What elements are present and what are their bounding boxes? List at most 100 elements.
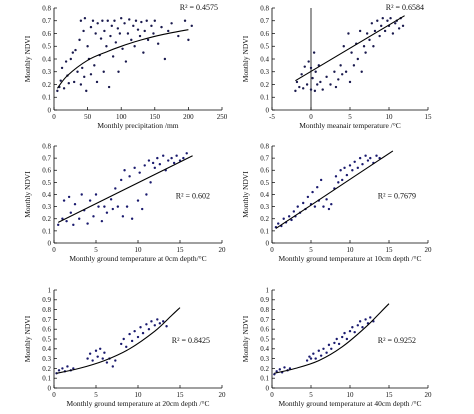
x-tick-label: 150 xyxy=(150,113,161,121)
data-point xyxy=(337,342,341,346)
data-point xyxy=(99,347,102,350)
data-point xyxy=(156,42,160,45)
data-point xyxy=(305,359,309,362)
data-point xyxy=(56,89,59,93)
data-point xyxy=(124,60,128,63)
data-point xyxy=(83,75,86,79)
x-axis-title: Monthly ground temperature at 20cm depth… xyxy=(67,399,210,408)
data-point xyxy=(80,193,83,196)
data-point xyxy=(141,331,145,335)
y-tick-label: 1 xyxy=(48,286,52,294)
data-point xyxy=(375,154,378,157)
y-tick-label: 0.8 xyxy=(260,142,269,150)
data-point xyxy=(364,154,367,157)
data-point xyxy=(133,329,136,333)
data-point xyxy=(327,207,331,211)
data-point xyxy=(309,88,313,91)
y-tick-label: 0.2 xyxy=(260,365,269,373)
x-tick-label: 5 xyxy=(309,246,313,254)
data-point xyxy=(277,222,280,225)
data-point xyxy=(366,159,370,162)
data-point xyxy=(89,73,93,76)
y-tick-label: 0.7 xyxy=(260,155,269,163)
x-tick-label: 20 xyxy=(219,391,227,399)
data-point xyxy=(153,166,156,170)
y-tick-label: 0.5 xyxy=(260,179,269,187)
y-tick-label: 0.4 xyxy=(42,191,51,199)
data-point xyxy=(105,361,109,364)
data-point xyxy=(348,329,352,333)
data-point xyxy=(341,178,344,182)
data-point xyxy=(128,332,131,336)
data-point xyxy=(383,29,387,33)
y-tick-label: 0.3 xyxy=(260,68,269,76)
data-point xyxy=(147,328,151,331)
y-tick-label: 0.8 xyxy=(42,306,51,314)
data-point xyxy=(162,320,165,323)
data-point xyxy=(95,80,99,84)
data-point xyxy=(329,83,332,86)
y-axis-title: Monthly NDVI xyxy=(241,171,250,218)
y-tick-label: 0.2 xyxy=(42,215,51,223)
data-point xyxy=(187,38,190,42)
data-point xyxy=(93,64,96,67)
r-squared-label: R² = 0.6584 xyxy=(386,3,424,12)
y-tick-label: 0.3 xyxy=(42,203,51,211)
data-point xyxy=(125,345,128,349)
data-point xyxy=(364,318,367,321)
data-point xyxy=(380,24,383,28)
y-tick-label: 0.7 xyxy=(260,316,269,324)
data-point xyxy=(62,87,66,90)
data-point xyxy=(353,330,356,334)
data-point xyxy=(145,323,148,326)
data-point xyxy=(321,88,324,91)
y-tick-label: 1 xyxy=(266,286,270,294)
data-point xyxy=(333,341,336,345)
data-point xyxy=(292,210,296,213)
data-point xyxy=(368,38,371,42)
data-point xyxy=(143,29,146,33)
y-tick-label: 0.7 xyxy=(42,316,51,324)
data-point xyxy=(358,29,362,33)
data-point xyxy=(376,19,379,22)
data-point xyxy=(339,64,342,67)
data-point xyxy=(72,80,76,84)
data-point xyxy=(96,355,99,358)
data-point xyxy=(79,83,83,86)
data-point xyxy=(109,198,113,201)
data-point xyxy=(72,223,75,227)
data-point xyxy=(120,178,123,182)
data-point xyxy=(114,359,117,362)
data-point xyxy=(71,51,75,54)
data-point xyxy=(343,166,346,170)
data-point xyxy=(128,18,131,21)
data-point xyxy=(170,22,173,25)
y-axis-title: Monthly NDVI xyxy=(241,315,250,362)
data-point xyxy=(122,337,125,341)
data-point xyxy=(83,17,87,20)
x-tick-label: 20 xyxy=(219,246,227,254)
data-point xyxy=(134,19,138,22)
trend-line xyxy=(56,29,189,89)
data-point xyxy=(165,325,168,328)
x-tick-label: 10 xyxy=(135,246,143,254)
data-point xyxy=(91,359,94,362)
y-tick-label: 0 xyxy=(266,239,270,247)
data-point xyxy=(67,82,70,85)
data-point xyxy=(132,24,135,28)
data-point xyxy=(327,343,331,347)
data-point xyxy=(102,70,105,73)
data-point xyxy=(158,322,162,325)
data-point xyxy=(330,347,333,350)
data-point xyxy=(76,70,79,73)
data-point xyxy=(143,164,146,167)
data-point xyxy=(300,73,303,76)
data-point xyxy=(121,215,125,218)
data-point xyxy=(158,162,162,166)
x-tick-label: 5 xyxy=(94,391,98,399)
y-tick-label: 0.7 xyxy=(42,17,51,25)
data-point xyxy=(156,318,159,321)
data-point xyxy=(325,198,328,201)
y-tick-label: 0.7 xyxy=(260,17,269,25)
x-tick-label: 15 xyxy=(177,391,185,399)
